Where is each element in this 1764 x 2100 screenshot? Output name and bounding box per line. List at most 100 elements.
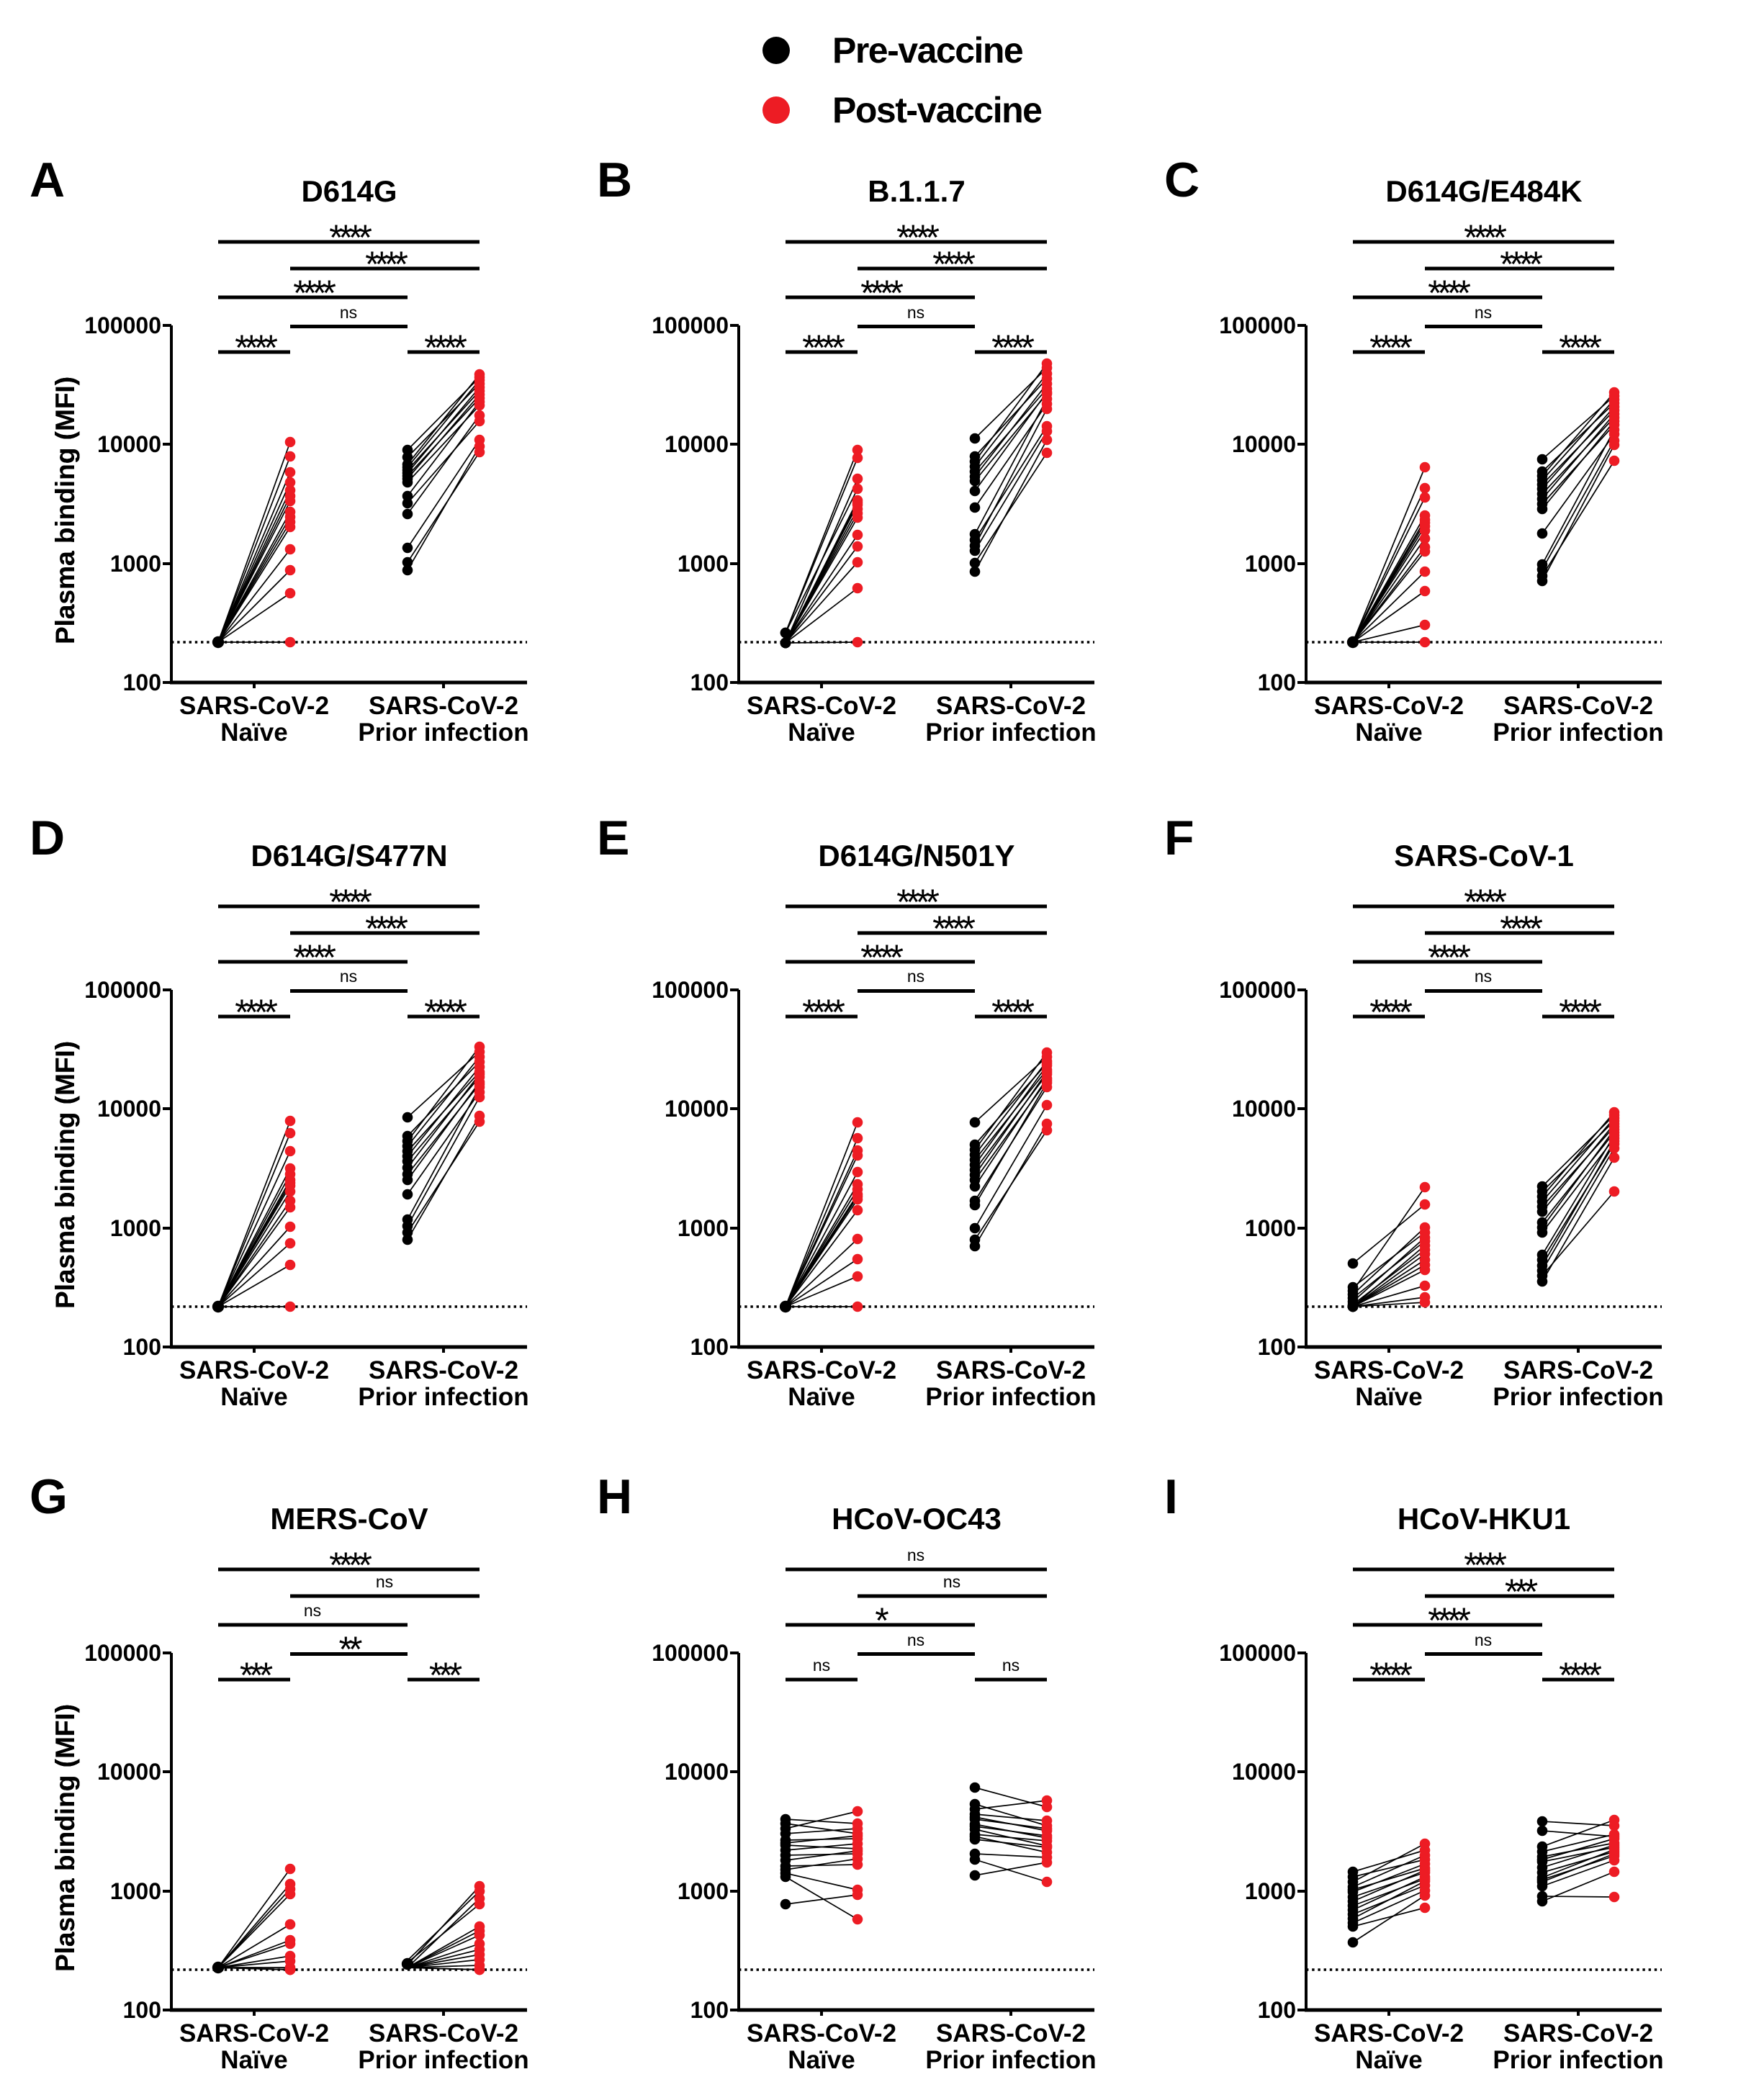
svg-text:100: 100: [123, 1997, 161, 2023]
svg-text:****: ****: [365, 244, 408, 284]
svg-text:100000: 100000: [84, 1640, 161, 1666]
svg-text:SARS-CoV-2: SARS-CoV-2: [936, 2019, 1086, 2047]
svg-text:Plasma binding (MFI): Plasma binding (MFI): [50, 1704, 80, 1972]
svg-text:10000: 10000: [665, 431, 729, 457]
svg-text:100: 100: [1258, 1334, 1296, 1360]
svg-text:Prior infection: Prior infection: [925, 718, 1096, 747]
svg-text:I: I: [1164, 1469, 1178, 1524]
svg-text:Prior infection: Prior infection: [358, 2046, 528, 2074]
svg-text:Plasma binding (MFI): Plasma binding (MFI): [50, 1041, 80, 1309]
svg-text:****: ****: [1559, 992, 1601, 1032]
svg-text:1000: 1000: [1245, 1878, 1296, 1904]
svg-text:ns: ns: [1002, 1656, 1020, 1675]
svg-text:ns: ns: [943, 1572, 960, 1591]
svg-text:1000: 1000: [110, 1215, 161, 1241]
svg-text:D614G/N501Y: D614G/N501Y: [818, 839, 1014, 873]
svg-text:100000: 100000: [652, 312, 729, 338]
svg-text:SARS-CoV-2: SARS-CoV-2: [369, 692, 518, 720]
svg-text:SARS-CoV-2: SARS-CoV-2: [179, 692, 329, 720]
svg-text:B: B: [597, 153, 632, 207]
svg-text:ns: ns: [1475, 1631, 1492, 1649]
svg-text:10000: 10000: [97, 1096, 161, 1122]
svg-text:100000: 100000: [652, 1640, 729, 1666]
svg-text:****: ****: [802, 328, 845, 368]
svg-text:ns: ns: [907, 303, 924, 322]
svg-text:SARS-CoV-2: SARS-CoV-2: [179, 2019, 329, 2047]
svg-text:100000: 100000: [84, 977, 161, 1003]
svg-text:****: ****: [365, 909, 408, 949]
svg-text:Naïve: Naïve: [788, 2046, 855, 2074]
svg-text:100000: 100000: [652, 977, 729, 1003]
svg-text:SARS-CoV-2: SARS-CoV-2: [179, 1356, 329, 1384]
svg-text:MERS-CoV: MERS-CoV: [270, 1502, 428, 1536]
svg-text:ns: ns: [813, 1656, 830, 1675]
svg-text:B.1.1.7: B.1.1.7: [868, 174, 965, 208]
svg-text:Post-vaccine: Post-vaccine: [832, 90, 1042, 130]
svg-text:Plasma binding (MFI): Plasma binding (MFI): [50, 1041, 80, 1309]
svg-text:100000: 100000: [1219, 1640, 1296, 1666]
svg-text:1000: 1000: [1245, 551, 1296, 577]
svg-text:****: ****: [991, 328, 1034, 368]
svg-text:D614G/S477N: D614G/S477N: [251, 839, 447, 873]
svg-text:10000: 10000: [97, 431, 161, 457]
svg-text:****: ****: [1559, 328, 1601, 368]
svg-text:D614G: D614G: [301, 174, 397, 208]
svg-text:****: ****: [329, 1545, 372, 1585]
svg-text:****: ****: [235, 328, 277, 368]
svg-text:1000: 1000: [110, 551, 161, 577]
svg-text:ns: ns: [1475, 303, 1492, 322]
svg-text:***: ***: [429, 1655, 462, 1695]
svg-text:Naïve: Naïve: [788, 1383, 855, 1411]
svg-text:SARS-CoV-2: SARS-CoV-2: [936, 1356, 1086, 1384]
svg-text:100000: 100000: [84, 312, 161, 338]
svg-text:***: ***: [1505, 1572, 1538, 1612]
svg-text:****: ****: [1369, 1655, 1412, 1695]
svg-text:****: ****: [802, 992, 845, 1032]
svg-text:100: 100: [123, 1334, 161, 1360]
svg-text:100000: 100000: [1219, 312, 1296, 338]
svg-text:A: A: [30, 153, 65, 207]
svg-text:Naïve: Naïve: [220, 718, 287, 747]
svg-text:10000: 10000: [1232, 1096, 1296, 1122]
svg-text:SARS-CoV-2: SARS-CoV-2: [369, 1356, 518, 1384]
svg-text:SARS-CoV-2: SARS-CoV-2: [1503, 2019, 1653, 2047]
svg-text:1000: 1000: [110, 1878, 161, 1904]
svg-text:****: ****: [991, 992, 1034, 1032]
svg-text:****: ****: [932, 909, 975, 949]
svg-text:Naïve: Naïve: [220, 1383, 287, 1411]
svg-text:10000: 10000: [97, 1759, 161, 1785]
svg-text:SARS-CoV-1: SARS-CoV-1: [1394, 839, 1574, 873]
svg-text:Naïve: Naïve: [1355, 1383, 1422, 1411]
svg-text:1000: 1000: [678, 551, 729, 577]
svg-text:Prior infection: Prior infection: [1493, 2046, 1663, 2074]
svg-text:ns: ns: [376, 1572, 393, 1591]
svg-text:100: 100: [690, 670, 729, 695]
svg-text:H: H: [597, 1469, 632, 1524]
svg-text:SARS-CoV-2: SARS-CoV-2: [1314, 1356, 1464, 1384]
svg-text:SARS-CoV-2: SARS-CoV-2: [747, 692, 896, 720]
svg-text:10000: 10000: [665, 1759, 729, 1785]
svg-text:SARS-CoV-2: SARS-CoV-2: [747, 1356, 896, 1384]
svg-text:Plasma binding (MFI): Plasma binding (MFI): [50, 377, 80, 644]
svg-text:Prior infection: Prior infection: [925, 2046, 1096, 2074]
svg-text:****: ****: [1500, 244, 1542, 284]
svg-text:****: ****: [293, 937, 336, 978]
svg-text:Prior infection: Prior infection: [1493, 1383, 1663, 1411]
svg-text:ns: ns: [304, 1601, 321, 1620]
svg-text:HCoV-HKU1: HCoV-HKU1: [1398, 1502, 1570, 1536]
svg-text:Prior infection: Prior infection: [358, 1383, 528, 1411]
svg-text:100: 100: [1258, 670, 1296, 695]
svg-text:Plasma binding (MFI): Plasma binding (MFI): [50, 1704, 80, 1972]
svg-text:10000: 10000: [665, 1096, 729, 1122]
svg-text:SARS-CoV-2: SARS-CoV-2: [747, 2019, 896, 2047]
svg-text:Prior infection: Prior infection: [1493, 718, 1663, 747]
svg-text:Plasma binding (MFI): Plasma binding (MFI): [50, 377, 80, 644]
svg-text:D614G/E484K: D614G/E484K: [1385, 174, 1582, 208]
svg-text:D: D: [30, 811, 65, 865]
svg-text:****: ****: [424, 992, 467, 1032]
svg-text:SARS-CoV-2: SARS-CoV-2: [369, 2019, 518, 2047]
svg-text:Plasma binding (MFI): Plasma binding (MFI): [50, 1704, 80, 1972]
svg-text:SARS-CoV-2: SARS-CoV-2: [1503, 692, 1653, 720]
svg-text:****: ****: [1500, 909, 1542, 949]
svg-text:SARS-CoV-2: SARS-CoV-2: [936, 692, 1086, 720]
